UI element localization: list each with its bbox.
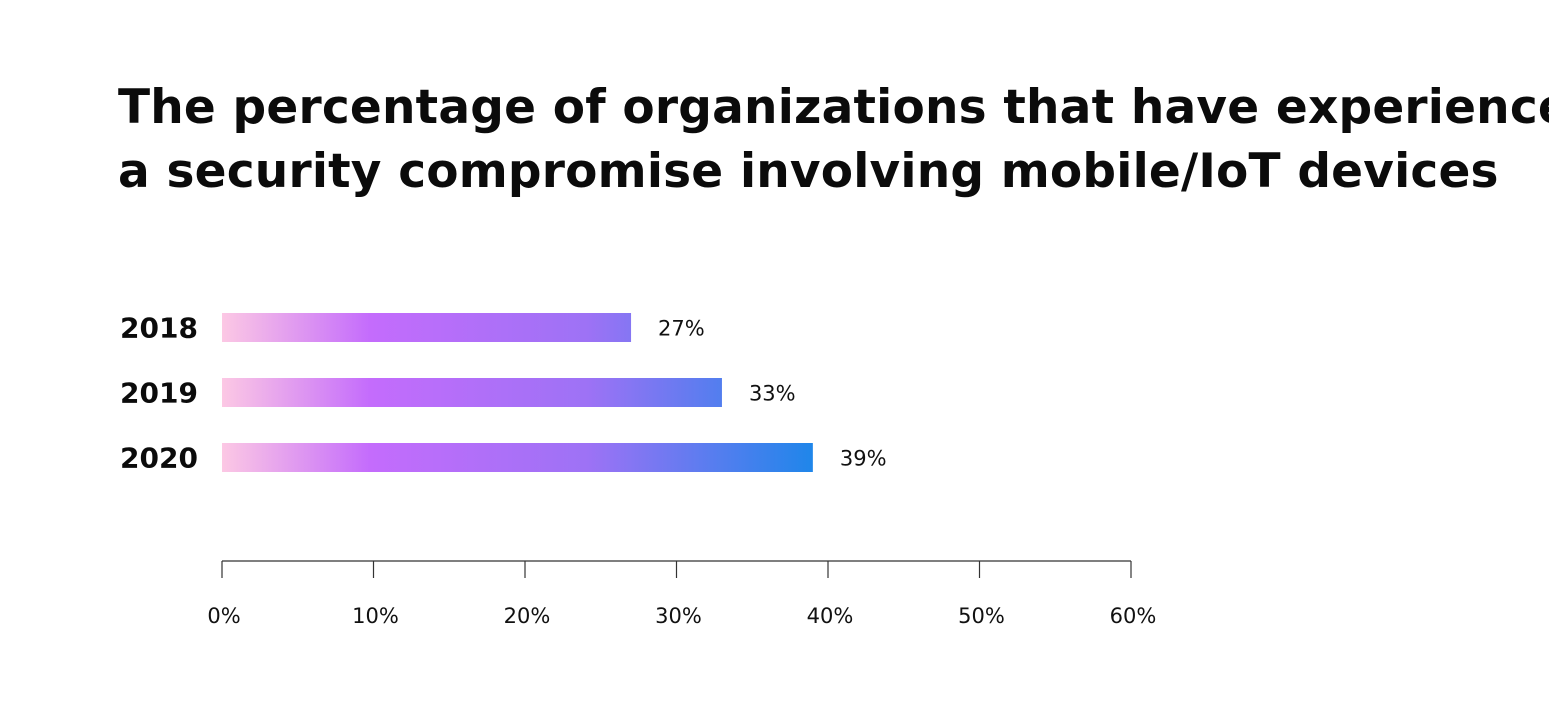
x-tick-label-0: 0% xyxy=(207,604,240,628)
x-tick-label-10: 10% xyxy=(352,604,399,628)
category-label-2018: 2018 xyxy=(120,312,198,345)
x-tick-label-60: 60% xyxy=(1110,604,1157,628)
bars-layer: 2018 27% 2019 33% 2020 39% xyxy=(120,312,887,475)
x-tick-label-50: 50% xyxy=(958,604,1005,628)
chart-title: The percentage of organizations that hav… xyxy=(118,76,1549,204)
x-tick-label-20: 20% xyxy=(504,604,551,628)
chart-title-line-1: The percentage of organizations that hav… xyxy=(118,80,1549,135)
bar-2019 xyxy=(222,378,722,407)
value-label-2020: 39% xyxy=(840,447,887,471)
x-axis: 0% 10% 20% 30% 40% 50% 60% xyxy=(207,560,1157,628)
value-label-2019: 33% xyxy=(749,382,796,406)
category-label-2019: 2019 xyxy=(120,377,198,410)
bar-2018 xyxy=(222,313,632,342)
bar-2020 xyxy=(222,443,813,472)
category-label-2020: 2020 xyxy=(120,442,198,475)
x-tick-label-30: 30% xyxy=(655,604,702,628)
x-tick-label-40: 40% xyxy=(807,604,854,628)
value-label-2018: 27% xyxy=(658,317,705,341)
chart-title-line-2: a security compromise involving mobile/I… xyxy=(118,144,1499,199)
